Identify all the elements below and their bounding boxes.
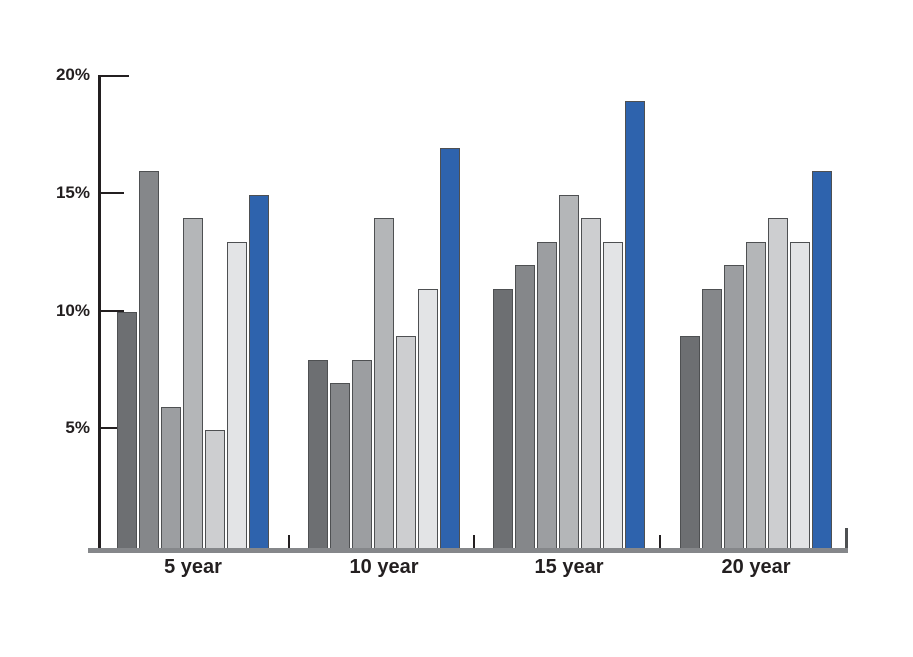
bar-gray-5-5-year [205,430,225,548]
x-category-label-10-year: 10 year [349,556,419,578]
x-tick-1 [473,535,475,548]
x-category-label-20-year: 20 year [721,556,791,578]
bar-group-20-year [680,171,832,548]
bar-gray-2-15-year [515,265,535,548]
bar-gray-5-10-year [396,336,416,548]
y-tick-label-5: 5% [65,418,90,438]
bar-gray-3-10-year [352,360,372,548]
x-category-label-5-year: 5 year [164,556,222,578]
bar-blue-highlight-10-year [440,148,460,548]
bar-gray-6-20-year [790,242,810,548]
y-axis-top-cap [98,75,129,77]
x-tick-0 [288,535,290,548]
bar-gray-4-15-year [559,195,579,548]
bar-gray-2-20-year [702,289,722,548]
x-tick-2 [659,535,661,548]
y-tick-label-10: 10% [55,300,90,320]
bar-gray-5-15-year [581,218,601,548]
y-tick-label-15: 15% [55,182,90,202]
y-tick-10 [100,309,124,312]
bar-blue-highlight-20-year [812,171,832,548]
y-tick-5 [100,427,124,430]
bar-group-15-year [493,101,645,548]
bar-gray-4-5-year [183,218,203,548]
bar-gray-6-5-year [227,242,247,548]
bar-gray-2-10-year [330,383,350,548]
bar-gray-1-5-year [117,312,137,548]
y-axis-line [98,75,101,553]
bar-gray-2-5-year [139,171,159,548]
y-tick-15 [100,191,124,194]
bar-gray-3-15-year [537,242,557,548]
bar-gray-3-5-year [161,407,181,548]
bar-gray-4-10-year [374,218,394,548]
x-axis-end-cap [845,528,848,548]
bar-gray-6-10-year [418,289,438,548]
bar-gray-5-20-year [768,218,788,548]
bar-gray-6-15-year [603,242,623,548]
bar-gray-1-10-year [308,360,328,548]
bar-group-10-year [308,148,460,548]
x-axis-line [88,548,848,553]
bar-gray-3-20-year [724,265,744,548]
bar-gray-1-20-year [680,336,700,548]
bar-group-5-year [117,171,269,548]
bar-gray-4-20-year [746,242,766,548]
y-tick-label-20: 20% [55,65,90,84]
bar-blue-highlight-5-year [249,195,269,548]
x-category-label-15-year: 15 year [534,556,604,578]
bar-gray-1-15-year [493,289,513,548]
bar-blue-highlight-15-year [625,101,645,548]
